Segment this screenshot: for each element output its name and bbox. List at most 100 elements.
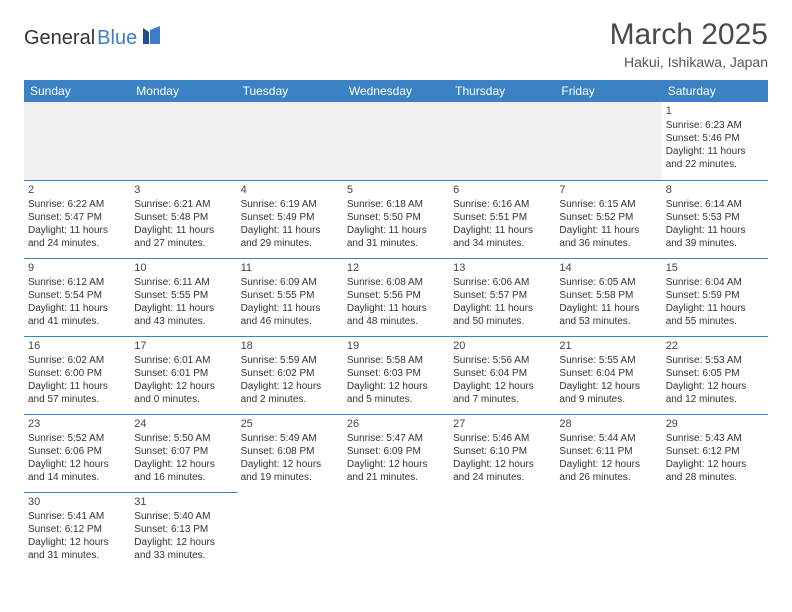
weekday-header: Thursday <box>449 80 555 102</box>
day-number: 7 <box>559 183 657 197</box>
calendar-cell-empty <box>237 492 343 570</box>
day-number: 15 <box>666 261 764 275</box>
sunrise-text: Sunrise: 5:44 AM <box>559 432 657 445</box>
sunrise-text: Sunrise: 6:01 AM <box>134 354 232 367</box>
calendar-body: 1Sunrise: 6:23 AMSunset: 5:46 PMDaylight… <box>24 102 768 570</box>
calendar-cell: 16Sunrise: 6:02 AMSunset: 6:00 PMDayligh… <box>24 336 130 414</box>
calendar-cell: 9Sunrise: 6:12 AMSunset: 5:54 PMDaylight… <box>24 258 130 336</box>
day-number: 27 <box>453 417 551 431</box>
daylight-text: Daylight: 11 hours and 41 minutes. <box>28 302 126 328</box>
day-number: 19 <box>347 339 445 353</box>
calendar-cell-empty <box>130 102 236 180</box>
calendar-cell: 15Sunrise: 6:04 AMSunset: 5:59 PMDayligh… <box>662 258 768 336</box>
sunset-text: Sunset: 5:50 PM <box>347 211 445 224</box>
sunrise-text: Sunrise: 6:21 AM <box>134 198 232 211</box>
sunset-text: Sunset: 5:54 PM <box>28 289 126 302</box>
daylight-text: Daylight: 11 hours and 34 minutes. <box>453 224 551 250</box>
weekday-header: Wednesday <box>343 80 449 102</box>
sunset-text: Sunset: 5:56 PM <box>347 289 445 302</box>
calendar-cell: 19Sunrise: 5:58 AMSunset: 6:03 PMDayligh… <box>343 336 449 414</box>
daylight-text: Daylight: 11 hours and 22 minutes. <box>666 145 764 171</box>
day-number: 3 <box>134 183 232 197</box>
day-number: 1 <box>666 104 764 118</box>
calendar-cell-empty <box>237 102 343 180</box>
sunset-text: Sunset: 5:47 PM <box>28 211 126 224</box>
calendar-cell: 10Sunrise: 6:11 AMSunset: 5:55 PMDayligh… <box>130 258 236 336</box>
sunset-text: Sunset: 6:12 PM <box>666 445 764 458</box>
daylight-text: Daylight: 11 hours and 55 minutes. <box>666 302 764 328</box>
calendar-cell-empty <box>662 492 768 570</box>
weekday-header: Saturday <box>662 80 768 102</box>
sunrise-text: Sunrise: 6:16 AM <box>453 198 551 211</box>
calendar-cell: 28Sunrise: 5:44 AMSunset: 6:11 PMDayligh… <box>555 414 661 492</box>
calendar-cell: 2Sunrise: 6:22 AMSunset: 5:47 PMDaylight… <box>24 180 130 258</box>
day-number: 30 <box>28 495 126 509</box>
calendar-row: 23Sunrise: 5:52 AMSunset: 6:06 PMDayligh… <box>24 414 768 492</box>
weekday-header: Monday <box>130 80 236 102</box>
sunset-text: Sunset: 6:06 PM <box>28 445 126 458</box>
daylight-text: Daylight: 11 hours and 36 minutes. <box>559 224 657 250</box>
weekday-header: Tuesday <box>237 80 343 102</box>
calendar-cell: 25Sunrise: 5:49 AMSunset: 6:08 PMDayligh… <box>237 414 343 492</box>
day-number: 25 <box>241 417 339 431</box>
calendar-cell: 3Sunrise: 6:21 AMSunset: 5:48 PMDaylight… <box>130 180 236 258</box>
calendar-row: 2Sunrise: 6:22 AMSunset: 5:47 PMDaylight… <box>24 180 768 258</box>
calendar-cell: 30Sunrise: 5:41 AMSunset: 6:12 PMDayligh… <box>24 492 130 570</box>
daylight-text: Daylight: 12 hours and 33 minutes. <box>134 536 232 562</box>
day-number: 6 <box>453 183 551 197</box>
calendar-cell: 5Sunrise: 6:18 AMSunset: 5:50 PMDaylight… <box>343 180 449 258</box>
calendar-row: 1Sunrise: 6:23 AMSunset: 5:46 PMDaylight… <box>24 102 768 180</box>
calendar-row: 16Sunrise: 6:02 AMSunset: 6:00 PMDayligh… <box>24 336 768 414</box>
sunrise-text: Sunrise: 6:05 AM <box>559 276 657 289</box>
calendar-cell: 11Sunrise: 6:09 AMSunset: 5:55 PMDayligh… <box>237 258 343 336</box>
day-number: 18 <box>241 339 339 353</box>
calendar-cell: 26Sunrise: 5:47 AMSunset: 6:09 PMDayligh… <box>343 414 449 492</box>
daylight-text: Daylight: 12 hours and 0 minutes. <box>134 380 232 406</box>
sunrise-text: Sunrise: 6:11 AM <box>134 276 232 289</box>
day-number: 2 <box>28 183 126 197</box>
calendar-header-row: SundayMondayTuesdayWednesdayThursdayFrid… <box>24 80 768 102</box>
day-number: 24 <box>134 417 232 431</box>
calendar-cell: 14Sunrise: 6:05 AMSunset: 5:58 PMDayligh… <box>555 258 661 336</box>
daylight-text: Daylight: 12 hours and 28 minutes. <box>666 458 764 484</box>
sunrise-text: Sunrise: 5:59 AM <box>241 354 339 367</box>
sunset-text: Sunset: 6:12 PM <box>28 523 126 536</box>
logo-text-1: General <box>24 27 95 50</box>
logo: GeneralBlue <box>24 26 169 50</box>
sunset-text: Sunset: 5:59 PM <box>666 289 764 302</box>
day-number: 28 <box>559 417 657 431</box>
calendar-table: SundayMondayTuesdayWednesdayThursdayFrid… <box>24 80 768 570</box>
calendar-row: 30Sunrise: 5:41 AMSunset: 6:12 PMDayligh… <box>24 492 768 570</box>
daylight-text: Daylight: 11 hours and 57 minutes. <box>28 380 126 406</box>
title-block: March 2025 Hakui, Ishikawa, Japan <box>610 18 768 70</box>
sunrise-text: Sunrise: 5:49 AM <box>241 432 339 445</box>
sunset-text: Sunset: 5:55 PM <box>134 289 232 302</box>
flag-icon <box>143 26 169 50</box>
daylight-text: Daylight: 12 hours and 9 minutes. <box>559 380 657 406</box>
calendar-cell: 29Sunrise: 5:43 AMSunset: 6:12 PMDayligh… <box>662 414 768 492</box>
daylight-text: Daylight: 11 hours and 24 minutes. <box>28 224 126 250</box>
calendar-cell: 12Sunrise: 6:08 AMSunset: 5:56 PMDayligh… <box>343 258 449 336</box>
sunrise-text: Sunrise: 6:09 AM <box>241 276 339 289</box>
sunrise-text: Sunrise: 5:43 AM <box>666 432 764 445</box>
daylight-text: Daylight: 12 hours and 14 minutes. <box>28 458 126 484</box>
sunset-text: Sunset: 5:46 PM <box>666 132 764 145</box>
day-number: 21 <box>559 339 657 353</box>
calendar-cell: 17Sunrise: 6:01 AMSunset: 6:01 PMDayligh… <box>130 336 236 414</box>
weekday-header: Friday <box>555 80 661 102</box>
header: GeneralBlue March 2025 Hakui, Ishikawa, … <box>24 18 768 70</box>
sunset-text: Sunset: 5:58 PM <box>559 289 657 302</box>
sunrise-text: Sunrise: 5:58 AM <box>347 354 445 367</box>
calendar-cell-empty <box>24 102 130 180</box>
sunset-text: Sunset: 6:07 PM <box>134 445 232 458</box>
sunset-text: Sunset: 6:00 PM <box>28 367 126 380</box>
calendar-cell: 8Sunrise: 6:14 AMSunset: 5:53 PMDaylight… <box>662 180 768 258</box>
daylight-text: Daylight: 11 hours and 50 minutes. <box>453 302 551 328</box>
day-number: 31 <box>134 495 232 509</box>
day-number: 23 <box>28 417 126 431</box>
sunset-text: Sunset: 5:52 PM <box>559 211 657 224</box>
sunrise-text: Sunrise: 5:50 AM <box>134 432 232 445</box>
sunrise-text: Sunrise: 6:15 AM <box>559 198 657 211</box>
calendar-cell: 21Sunrise: 5:55 AMSunset: 6:04 PMDayligh… <box>555 336 661 414</box>
calendar-cell-empty <box>343 102 449 180</box>
